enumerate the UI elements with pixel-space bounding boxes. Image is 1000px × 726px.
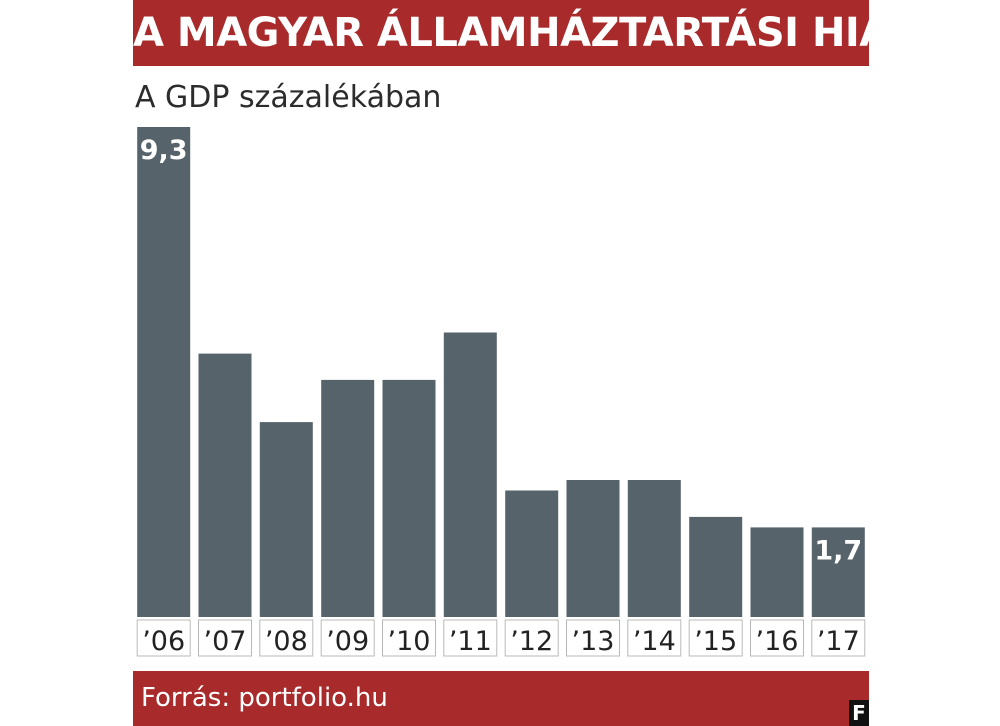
chart-title-banner: A MAGYAR ÁLLAMHÁZTARTÁSI HIÁNY: [133, 0, 869, 66]
x-tick-label: ’15: [694, 626, 737, 657]
bar-10: [750, 527, 804, 617]
chart-title: A MAGYAR ÁLLAMHÁZTARTÁSI HIÁNY: [133, 10, 869, 56]
x-tick-label: ’06: [142, 626, 185, 657]
chart-subtitle: A GDP százalékában: [135, 80, 442, 115]
bar-5: [443, 332, 497, 617]
x-tick-label: ’13: [572, 626, 615, 657]
tick-box-6: [504, 619, 559, 657]
source-footer: Forrás: portfolio.hu F: [133, 671, 869, 726]
bar-9: [689, 516, 743, 617]
tick-box-5: [443, 619, 498, 657]
x-tick-label: ’11: [449, 626, 492, 657]
x-tick-label: ’16: [756, 626, 799, 657]
tick-box-4: [382, 619, 436, 657]
x-tick-label: ’17: [817, 626, 860, 657]
bar-7: [566, 480, 620, 617]
tick-box-1: [198, 619, 252, 657]
tick-box-3: [320, 619, 375, 657]
bar-4: [382, 379, 436, 617]
tick-box-8: [627, 619, 682, 657]
bar-3: [321, 379, 375, 617]
data-label: 1,7: [814, 535, 862, 566]
x-tick-label: ’10: [388, 626, 431, 657]
tick-box-0: [136, 619, 191, 657]
portfolio-logo: F: [849, 700, 869, 726]
tick-box-2: [259, 619, 314, 657]
x-tick-label: ’14: [633, 626, 676, 657]
x-tick-label: ’07: [204, 626, 247, 657]
tick-box-11: [811, 619, 866, 657]
tick-box-10: [750, 619, 804, 657]
data-label: 9,3: [140, 135, 188, 166]
x-tick-label: ’09: [326, 626, 369, 657]
bar-8: [627, 480, 681, 617]
bar-1: [198, 353, 252, 617]
bar-11: [811, 527, 865, 617]
bar-2: [259, 422, 313, 617]
tick-box-7: [566, 619, 620, 657]
x-tick-label: ’12: [510, 626, 553, 657]
source-text: Forrás: portfolio.hu: [141, 683, 388, 713]
tick-box-9: [688, 619, 743, 657]
bar-6: [505, 490, 559, 617]
x-tick-label: ’08: [265, 626, 308, 657]
bar-0: [137, 127, 191, 617]
